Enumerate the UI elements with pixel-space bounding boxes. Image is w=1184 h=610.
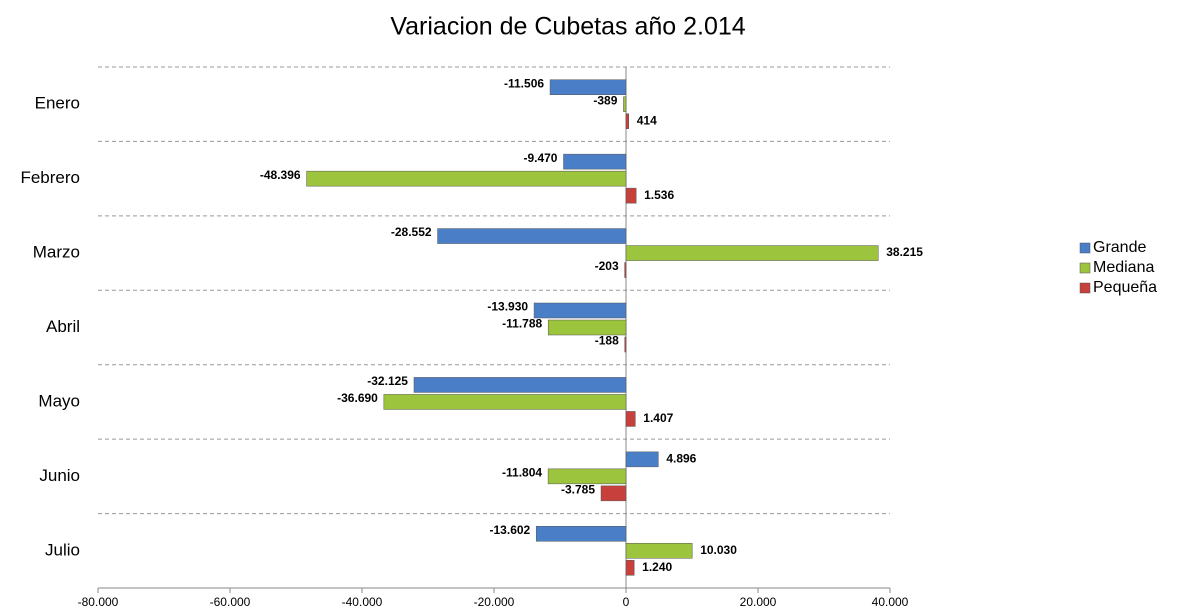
bar xyxy=(625,187,637,204)
y-tick-label: Julio xyxy=(45,540,80,559)
x-tick-label: 40.000 xyxy=(872,595,909,609)
legend-swatch xyxy=(1079,242,1091,254)
bar xyxy=(383,394,627,410)
y-tick-label: Febrero xyxy=(20,168,80,187)
value-label: -11.804 xyxy=(502,466,542,480)
value-label: -9.470 xyxy=(523,151,557,165)
bar xyxy=(563,153,627,170)
y-tick-label: Abril xyxy=(46,317,80,336)
bar xyxy=(624,336,627,353)
bar xyxy=(437,228,627,244)
bar xyxy=(533,302,627,319)
value-label: 38.215 xyxy=(886,245,923,259)
bar xyxy=(625,113,629,129)
legend-label: Grande xyxy=(1093,239,1146,256)
bar xyxy=(625,245,879,261)
bar xyxy=(549,79,627,95)
y-tick-label: Enero xyxy=(35,94,80,113)
legend-label: Mediana xyxy=(1093,259,1154,276)
bar xyxy=(624,262,627,278)
y-tick-label: Junio xyxy=(39,466,80,485)
value-label: 1.407 xyxy=(643,411,673,425)
value-label: -13.930 xyxy=(487,300,528,314)
bar xyxy=(625,560,635,576)
y-tick-label: Marzo xyxy=(33,243,80,262)
value-label: 414 xyxy=(637,113,657,127)
value-label: -28.552 xyxy=(391,225,432,239)
bar xyxy=(547,319,627,336)
bar xyxy=(600,485,627,502)
legend-swatch xyxy=(1079,262,1091,274)
value-label: -188 xyxy=(595,334,619,348)
value-label: 10.030 xyxy=(700,543,737,557)
bar xyxy=(625,451,659,468)
value-label: -32.125 xyxy=(367,374,408,388)
value-label: -48.396 xyxy=(260,168,301,182)
bar xyxy=(306,170,627,187)
x-tick-label: -20.000 xyxy=(474,595,515,609)
value-label: -11.506 xyxy=(504,76,544,90)
bar xyxy=(547,468,627,485)
bar xyxy=(535,526,627,542)
bar xyxy=(413,377,627,393)
x-tick-label: 20.000 xyxy=(740,595,777,609)
legend-swatch xyxy=(1079,282,1091,294)
value-label: 1.240 xyxy=(642,560,672,574)
bar xyxy=(623,96,627,112)
legend-label: Pequeña xyxy=(1093,279,1157,296)
value-label: -36.690 xyxy=(337,391,378,405)
value-label: -389 xyxy=(593,93,617,107)
x-tick-label: -80.000 xyxy=(78,595,119,609)
value-label: -3.785 xyxy=(561,483,595,497)
value-label: 1.536 xyxy=(644,188,674,202)
value-label: -203 xyxy=(595,259,619,273)
x-tick-label: 0 xyxy=(623,595,630,609)
x-tick-label: -40.000 xyxy=(342,595,383,609)
chart-title: Variacion de Cubetas año 2.014 xyxy=(390,13,745,41)
value-label: -13.602 xyxy=(490,523,531,537)
bar xyxy=(625,543,693,559)
value-label: 4.896 xyxy=(666,452,696,466)
value-label: -11.788 xyxy=(502,317,542,331)
y-tick-label: Mayo xyxy=(38,391,80,410)
bar xyxy=(625,411,636,427)
x-tick-label: -60.000 xyxy=(210,595,251,609)
